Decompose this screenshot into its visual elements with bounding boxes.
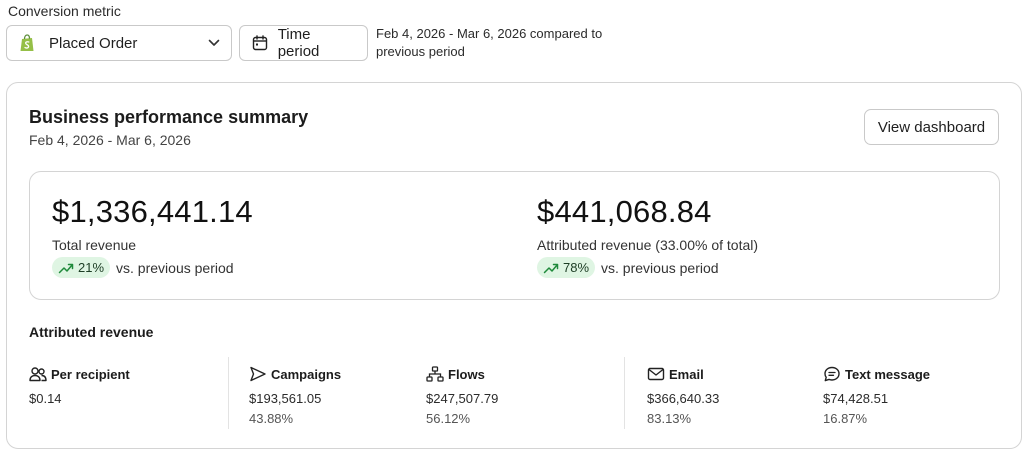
stat-flows: Flows $247,507.79 56.12% xyxy=(426,365,498,426)
attributed-revenue-label: Attributed revenue (33.00% of total) xyxy=(537,237,759,253)
conversion-metric-value: Placed Order xyxy=(49,34,138,52)
people-icon xyxy=(29,365,47,383)
trending-up-icon xyxy=(58,261,74,275)
stat-value: $247,507.79 xyxy=(426,391,499,406)
trend-percent: 78% xyxy=(563,260,590,275)
conversion-metric-label: Conversion metric xyxy=(8,3,121,19)
flow-icon xyxy=(426,365,444,383)
stat-per-recipient: Per recipient $0.14 xyxy=(29,365,130,407)
stat-label: Text message xyxy=(845,366,931,382)
stat-label: Campaigns xyxy=(271,366,342,382)
stat-email: Email $366,640.33 83.13% xyxy=(647,365,719,427)
conversion-metric-select[interactable]: Placed Order xyxy=(6,25,232,61)
divider xyxy=(624,357,625,429)
total-revenue-trend: 21% vs. previous period xyxy=(52,257,234,278)
total-revenue-label: Total revenue xyxy=(52,237,137,253)
card-title: Business performance summary xyxy=(29,107,309,127)
chevron-down-icon xyxy=(207,36,221,50)
stat-percent: 83.13% xyxy=(647,411,692,426)
stat-value: $193,561.05 xyxy=(249,391,322,406)
divider xyxy=(228,357,229,429)
stat-label: Per recipient xyxy=(51,366,130,382)
revenue-summary-box: $1,336,441.14 Total revenue 21% vs. prev… xyxy=(29,171,1000,300)
total-revenue-value: $1,336,441.14 xyxy=(52,194,253,229)
stat-value: $0.14 xyxy=(29,391,62,406)
stat-percent: 43.88% xyxy=(249,411,294,426)
chat-icon xyxy=(823,365,841,383)
view-dashboard-button[interactable]: View dashboard xyxy=(864,109,999,145)
card-date-range: Feb 4, 2026 - Mar 6, 2026 xyxy=(29,132,191,148)
stat-percent: 56.12% xyxy=(426,411,471,426)
trend-badge: 21% xyxy=(52,257,111,278)
shopify-icon xyxy=(19,33,37,53)
stat-campaigns: Campaigns $193,561.05 43.88% xyxy=(249,365,342,427)
stat-label: Email xyxy=(669,366,704,382)
trend-badge: 78% xyxy=(537,257,596,278)
mail-icon xyxy=(647,365,665,383)
trend-percent: 21% xyxy=(78,260,105,275)
trend-comparison-text: vs. previous period xyxy=(601,259,719,276)
trend-comparison-text: vs. previous period xyxy=(116,259,234,276)
attributed-revenue-value: $441,068.84 xyxy=(537,194,712,229)
send-icon xyxy=(249,365,267,383)
stat-text-message: Text message $74,428.51 16.87% xyxy=(823,365,931,427)
stat-label: Flows xyxy=(448,366,485,382)
calendar-icon xyxy=(252,34,270,52)
time-period-button[interactable]: Time period xyxy=(239,25,368,61)
stat-value: $74,428.51 xyxy=(823,391,889,406)
attributed-revenue-title: Attributed revenue xyxy=(29,324,154,340)
stat-percent: 16.87% xyxy=(823,411,868,426)
business-performance-card: Business performance summary Feb 4, 2026… xyxy=(6,82,1022,449)
attributed-revenue-trend: 78% vs. previous period xyxy=(537,257,719,278)
trending-up-icon xyxy=(543,261,559,275)
stat-value: $366,640.33 xyxy=(647,391,720,406)
time-period-label: Time period xyxy=(277,26,320,60)
comparison-description: Feb 4, 2026 - Mar 6, 2026 compared to pr… xyxy=(376,26,603,59)
